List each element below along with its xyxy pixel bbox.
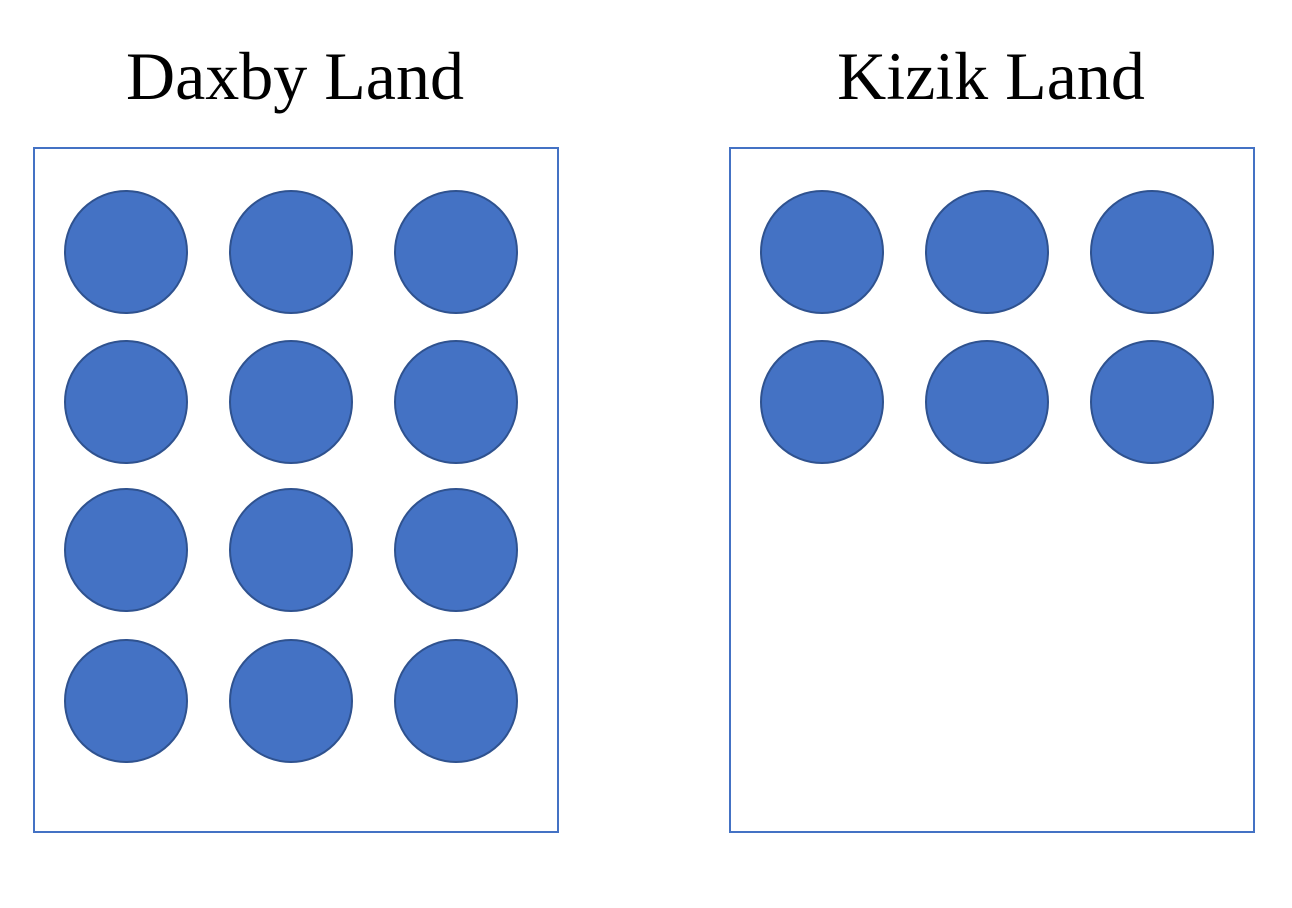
daxby-dot-11 [229,639,353,763]
daxby-land-box [33,147,559,833]
daxby-dot-1 [64,190,188,314]
kizik-dot-4 [760,340,884,464]
kizik-dot-1 [760,190,884,314]
daxby-dot-10 [64,639,188,763]
kizik-dot-5 [925,340,1049,464]
kizik-land-box [729,147,1255,833]
daxby-dot-7 [64,488,188,612]
daxby-dot-9 [394,488,518,612]
daxby-dot-3 [394,190,518,314]
daxby-dot-5 [229,340,353,464]
daxby-dot-12 [394,639,518,763]
daxby-land-title: Daxby Land [125,38,464,114]
kizik-dot-2 [925,190,1049,314]
kizik-dot-3 [1090,190,1214,314]
daxby-dot-8 [229,488,353,612]
daxby-dot-6 [394,340,518,464]
kizik-dot-6 [1090,340,1214,464]
kizik-land-title: Kizik Land [837,38,1145,114]
daxby-dot-2 [229,190,353,314]
daxby-dot-4 [64,340,188,464]
